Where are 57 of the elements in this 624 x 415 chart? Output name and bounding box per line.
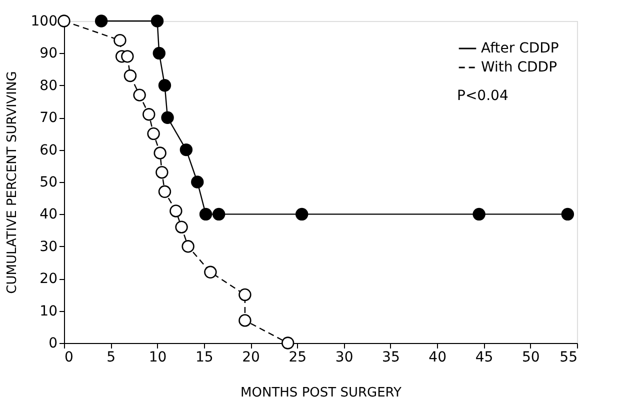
x-tick-label: 40 [428, 350, 447, 366]
x-axis-title: MONTHS POST SURGERY [240, 386, 402, 400]
point [182, 240, 194, 253]
y-axis-title: CUMULATIVE PERCENT SURVIVING [4, 71, 20, 294]
y-tick-label: 90 [40, 46, 58, 62]
x-tick-label: 50 [522, 350, 540, 366]
point [147, 127, 160, 140]
legend-label: With CDDP [481, 60, 558, 76]
point [238, 314, 252, 327]
point [204, 266, 217, 278]
point [191, 176, 204, 188]
point [156, 166, 168, 179]
y-tick-label: 30 [40, 238, 58, 255]
point [94, 14, 108, 28]
point [238, 288, 252, 302]
x-tick-label: 5 [106, 350, 116, 366]
y-tick-label: 20 [40, 271, 58, 288]
legend-label: After CDDP [481, 40, 559, 56]
y-tick-label: 40 [40, 206, 58, 223]
point [170, 204, 182, 218]
point [295, 208, 308, 221]
y-tick-label: 10 [40, 303, 58, 320]
y-tick-label: 60 [40, 142, 58, 158]
y-tick-label: 50 [40, 174, 58, 190]
x-tick-label: 35 [382, 350, 400, 366]
point [150, 14, 164, 28]
point [124, 69, 137, 82]
y-tick-label: 0 [48, 336, 58, 352]
point [154, 146, 166, 160]
point [199, 208, 212, 221]
point [175, 220, 188, 234]
point [158, 185, 172, 198]
x-tick-label: 20 [242, 350, 260, 366]
point [142, 108, 156, 121]
point [114, 34, 126, 47]
x-tick-label: 55 [560, 350, 578, 366]
point [58, 14, 70, 28]
x-tick-label: 0 [64, 350, 74, 366]
point [121, 50, 134, 63]
point [561, 208, 574, 221]
annotation: P<0.04 [457, 88, 508, 104]
point [133, 88, 146, 102]
x-tick-label: 45 [475, 350, 494, 366]
point [212, 208, 226, 221]
point [180, 143, 193, 156]
point [158, 79, 172, 92]
y-tick-label: 100 [30, 14, 58, 30]
point [161, 111, 174, 124]
y-tick-label: 80 [40, 78, 58, 94]
point [152, 46, 166, 60]
x-tick-label: 25 [288, 350, 307, 366]
x-tick-label: 10 [148, 350, 167, 366]
x-tick-label: 30 [335, 350, 354, 366]
y-tick-label: 70 [40, 110, 58, 126]
x-tick-label: 15 [195, 350, 214, 366]
point [472, 208, 486, 221]
point [282, 336, 294, 350]
